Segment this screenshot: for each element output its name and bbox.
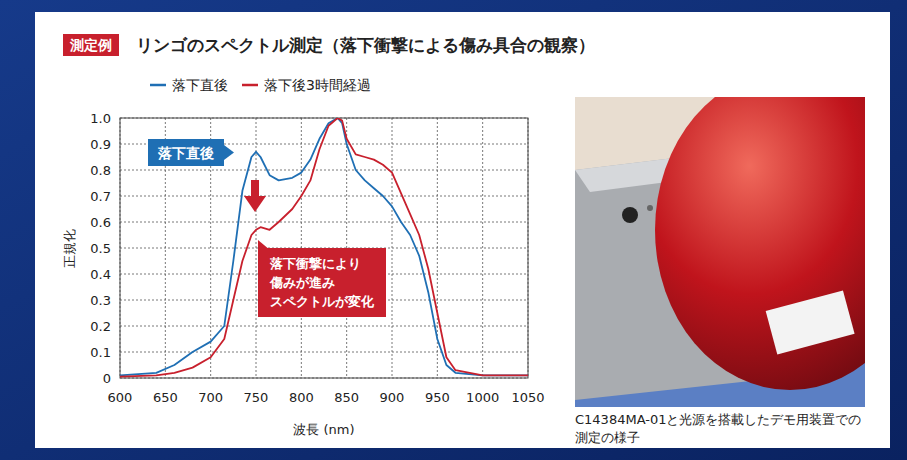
grid-line <box>120 196 528 197</box>
y-tick-label: 1.0 <box>90 111 111 126</box>
photo <box>575 97 865 407</box>
y-axis-title: 正規化 <box>62 229 77 268</box>
x-tick-label: 1050 <box>511 390 544 405</box>
annotation-pointer <box>224 145 234 160</box>
label-sticker <box>766 290 855 354</box>
grid-line <box>120 326 528 327</box>
y-tick-label: 0 <box>103 371 111 386</box>
annotation-text: スペクトルが変化 <box>270 294 375 309</box>
legend-label: 落下後3時間経過 <box>264 77 371 93</box>
data-line <box>120 118 528 377</box>
arrow-head <box>244 196 266 212</box>
caption: C14384MA-01と光源を搭載したデモ用装置での測定の様子 <box>575 412 862 445</box>
data-line <box>120 118 528 375</box>
device-led <box>647 205 653 211</box>
device-lens <box>622 207 638 223</box>
grid-line <box>120 170 528 171</box>
y-tick-label: 0.9 <box>90 137 111 152</box>
plot-frame <box>120 118 528 378</box>
y-tick-label: 0.4 <box>90 267 111 282</box>
legend-swatch <box>150 84 166 87</box>
apple <box>655 97 865 390</box>
x-tick-label: 600 <box>108 390 133 405</box>
y-tick-label: 0.2 <box>90 319 111 334</box>
legend-swatch <box>242 84 258 87</box>
y-tick-label: 0.1 <box>90 345 111 360</box>
grid-line <box>120 222 528 223</box>
page: 測定例 リンゴのスペクトル測定（落下衝撃による傷み具合の観察） 0 0.1 0.2 0.3… <box>0 0 907 460</box>
x-axis-title: 波長 (nm) <box>293 422 354 437</box>
badge <box>63 34 119 56</box>
x-tick-label: 750 <box>244 390 269 405</box>
x-tick-label: 700 <box>198 390 223 405</box>
y-tick-label: 0.5 <box>90 241 111 256</box>
grid-line <box>392 118 393 378</box>
y-tick-label: 0.3 <box>90 293 111 308</box>
x-tick-label: 850 <box>334 390 359 405</box>
badge-text: 測定例 <box>69 37 112 53</box>
x-tick-label: 650 <box>153 390 178 405</box>
legend-label: 落下直後 <box>172 77 228 93</box>
annotation-pointer <box>258 240 270 250</box>
x-tick-label: 1000 <box>466 390 499 405</box>
annotation-text: 落下衝撃により <box>269 256 361 271</box>
series-group <box>120 118 528 377</box>
y-tick-label: 0.6 <box>90 215 111 230</box>
annotation-box <box>258 248 386 317</box>
grid-line <box>482 118 483 378</box>
x-tick-label: 800 <box>289 390 314 405</box>
annotation-text: 落下直後 <box>157 145 214 161</box>
grid-line <box>256 118 257 378</box>
annotation-text: 傷みが進み <box>269 275 335 290</box>
arrow-stem <box>251 180 259 197</box>
caption-line: C14384MA-01と光源を搭載したデモ用装置での <box>575 412 862 427</box>
title: リンゴのスペクトル測定（落下衝撃による傷み具合の観察） <box>136 35 595 55</box>
grid <box>120 118 528 378</box>
y-tick-label: 0.8 <box>90 163 111 178</box>
caption-line: 測定の様子 <box>575 430 640 445</box>
x-tick-label: 950 <box>425 390 450 405</box>
annotation-box <box>148 139 224 166</box>
y-tick-label: 0.7 <box>90 189 111 204</box>
grid-line <box>120 352 528 353</box>
x-tick-label: 900 <box>380 390 405 405</box>
